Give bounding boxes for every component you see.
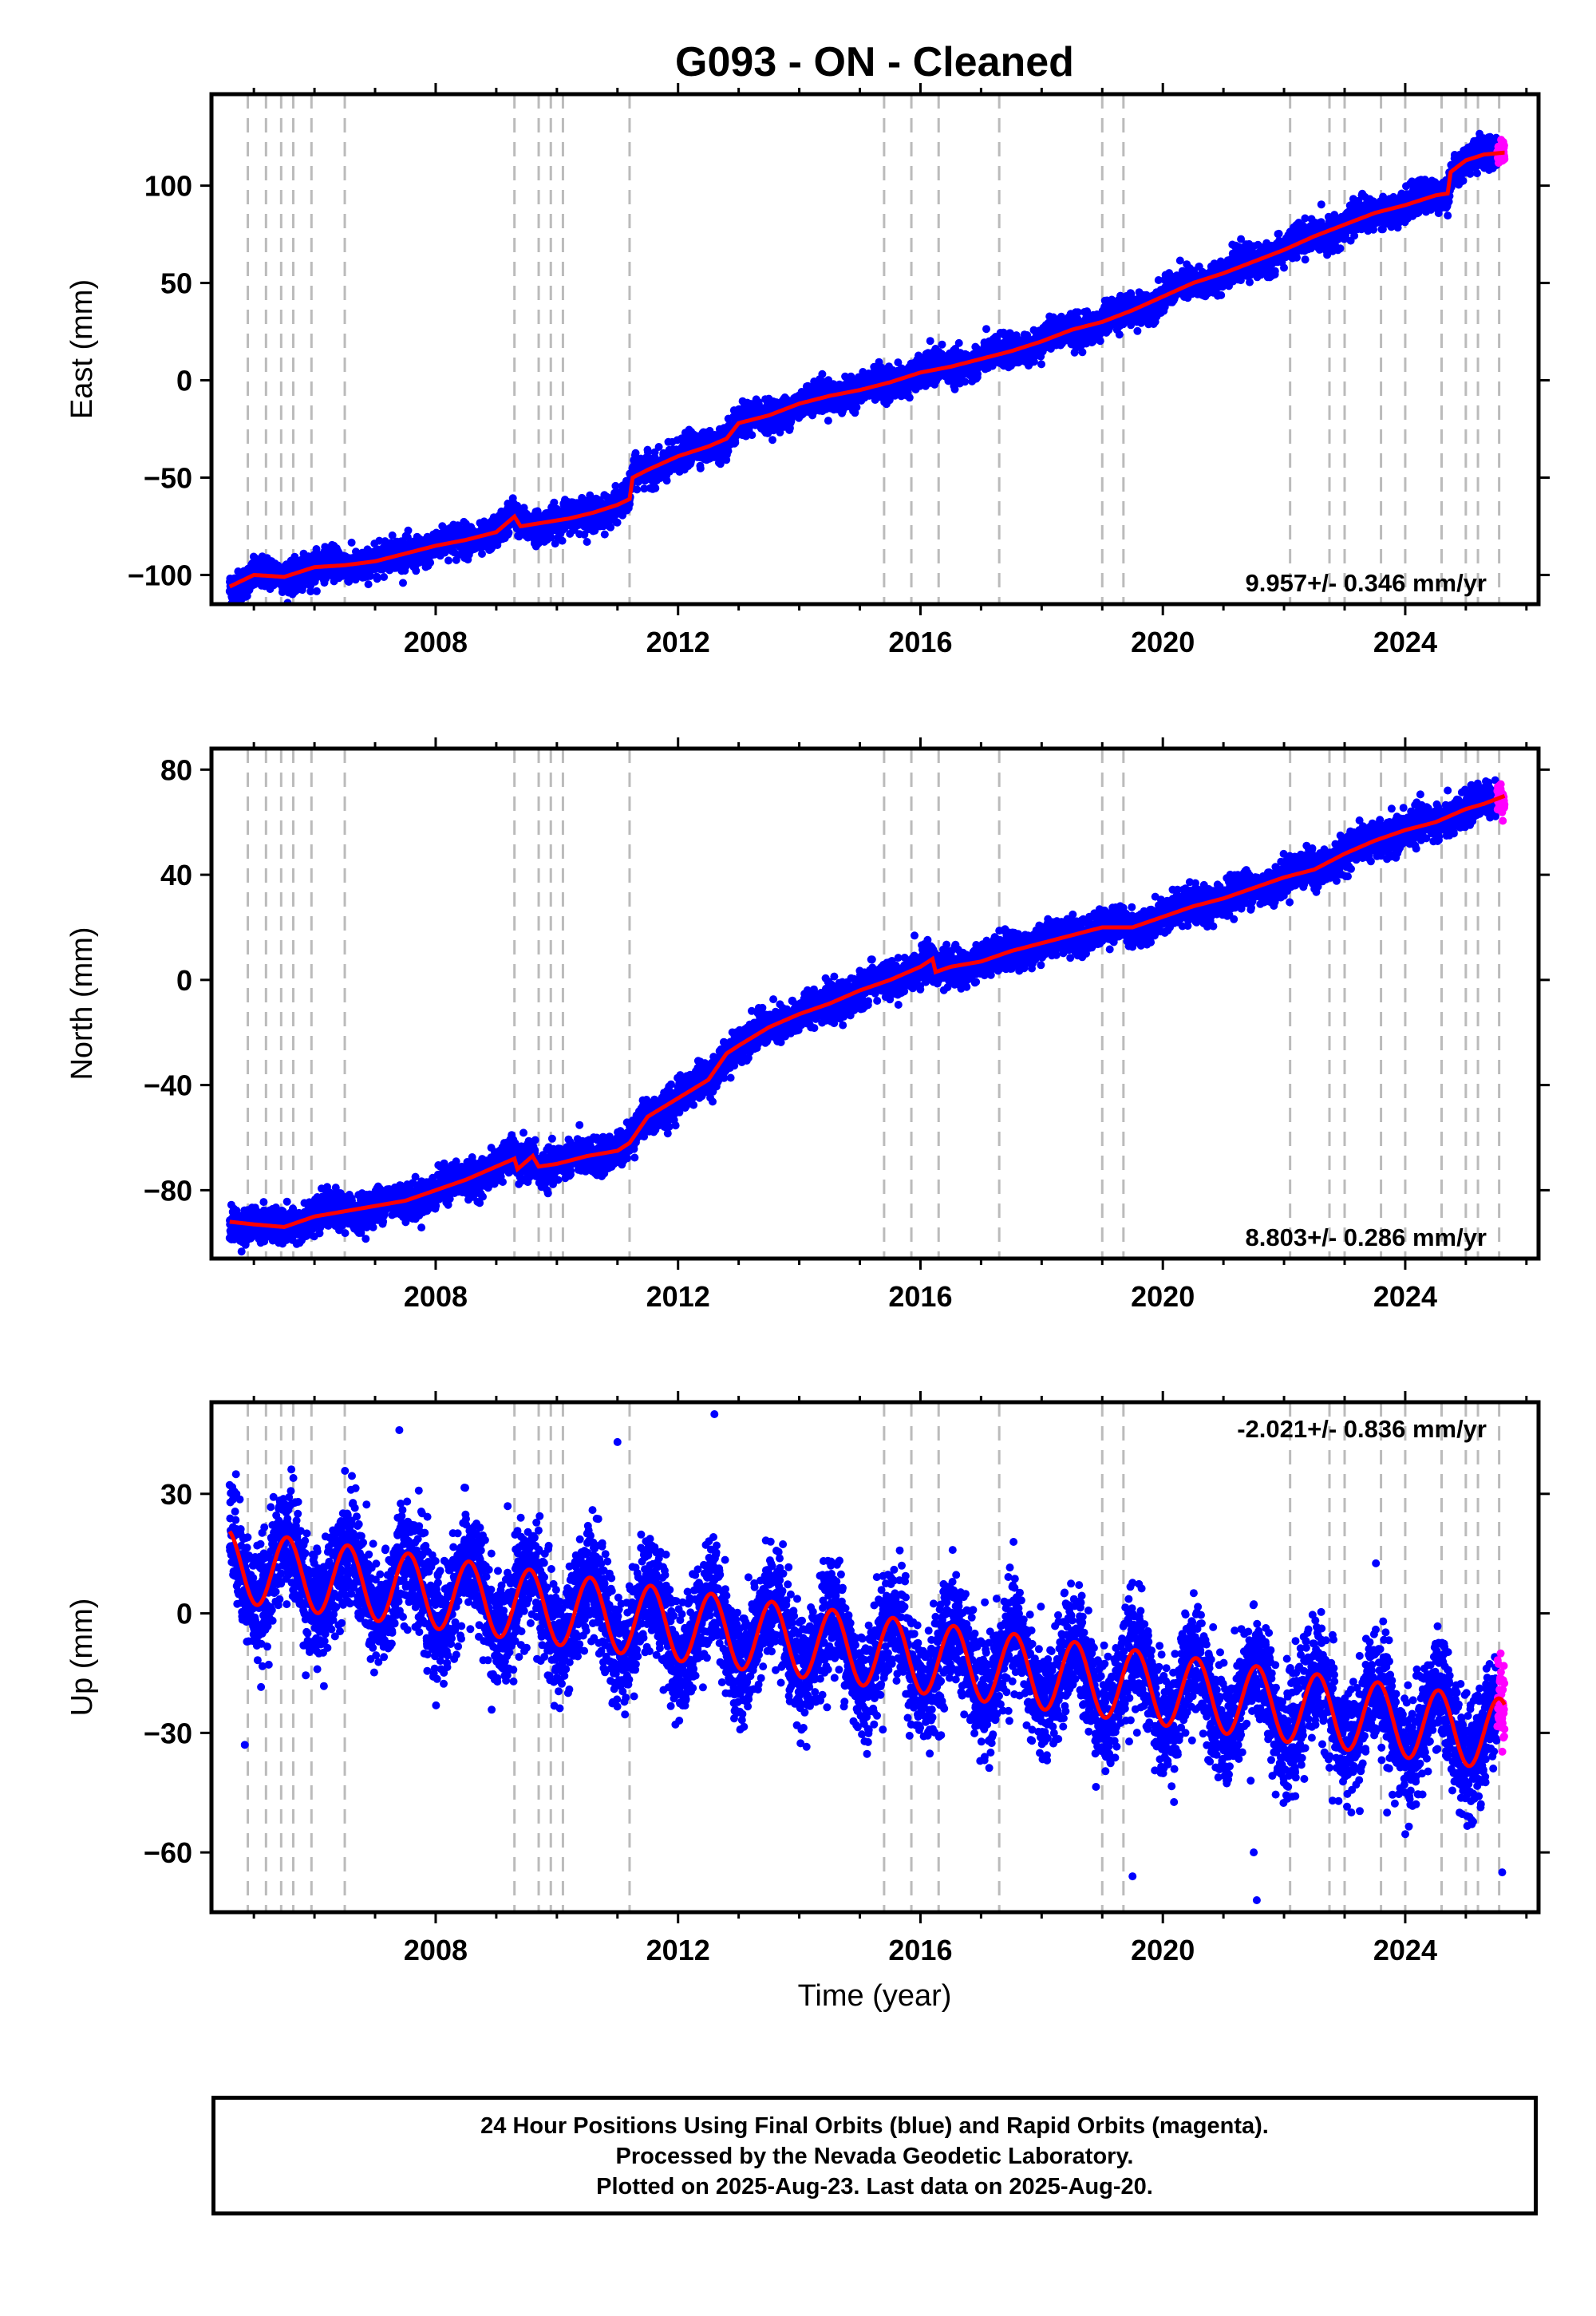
data-point [731, 438, 740, 447]
east-plot-area [225, 94, 1509, 604]
figure-title: G093 - ON - Cleaned [675, 39, 1074, 85]
east-points [225, 129, 1509, 604]
data-point [982, 325, 990, 334]
data-point [388, 531, 397, 539]
data-point [633, 485, 642, 494]
data-point [696, 464, 705, 472]
data-point [954, 338, 963, 347]
data-point [444, 556, 452, 565]
data-point [600, 530, 609, 539]
data-point [583, 538, 591, 546]
data-point [558, 536, 567, 545]
data-point [404, 526, 413, 535]
data-point [403, 533, 412, 542]
data-point [662, 476, 671, 485]
data-point [651, 484, 660, 492]
data-point [426, 559, 435, 567]
data-point [478, 550, 486, 558]
data-point [1037, 360, 1045, 369]
data-point [312, 587, 321, 595]
data-point [399, 579, 407, 587]
data-point [306, 587, 315, 595]
data-point [412, 567, 421, 575]
data-point [364, 580, 373, 589]
data-point [768, 436, 776, 445]
data-point [347, 538, 356, 547]
data-point [938, 340, 946, 349]
data-point [417, 557, 426, 565]
data-point [905, 393, 914, 402]
data-point [748, 431, 757, 440]
data-point [375, 536, 384, 545]
data-point [818, 370, 827, 378]
data-point [961, 377, 970, 386]
data-point [824, 417, 832, 425]
data-point [312, 545, 321, 553]
data-point [298, 582, 307, 591]
data-point [373, 575, 381, 583]
data-point [613, 518, 622, 527]
data-point [926, 337, 934, 346]
data-point [504, 528, 513, 537]
data-point [380, 573, 389, 581]
